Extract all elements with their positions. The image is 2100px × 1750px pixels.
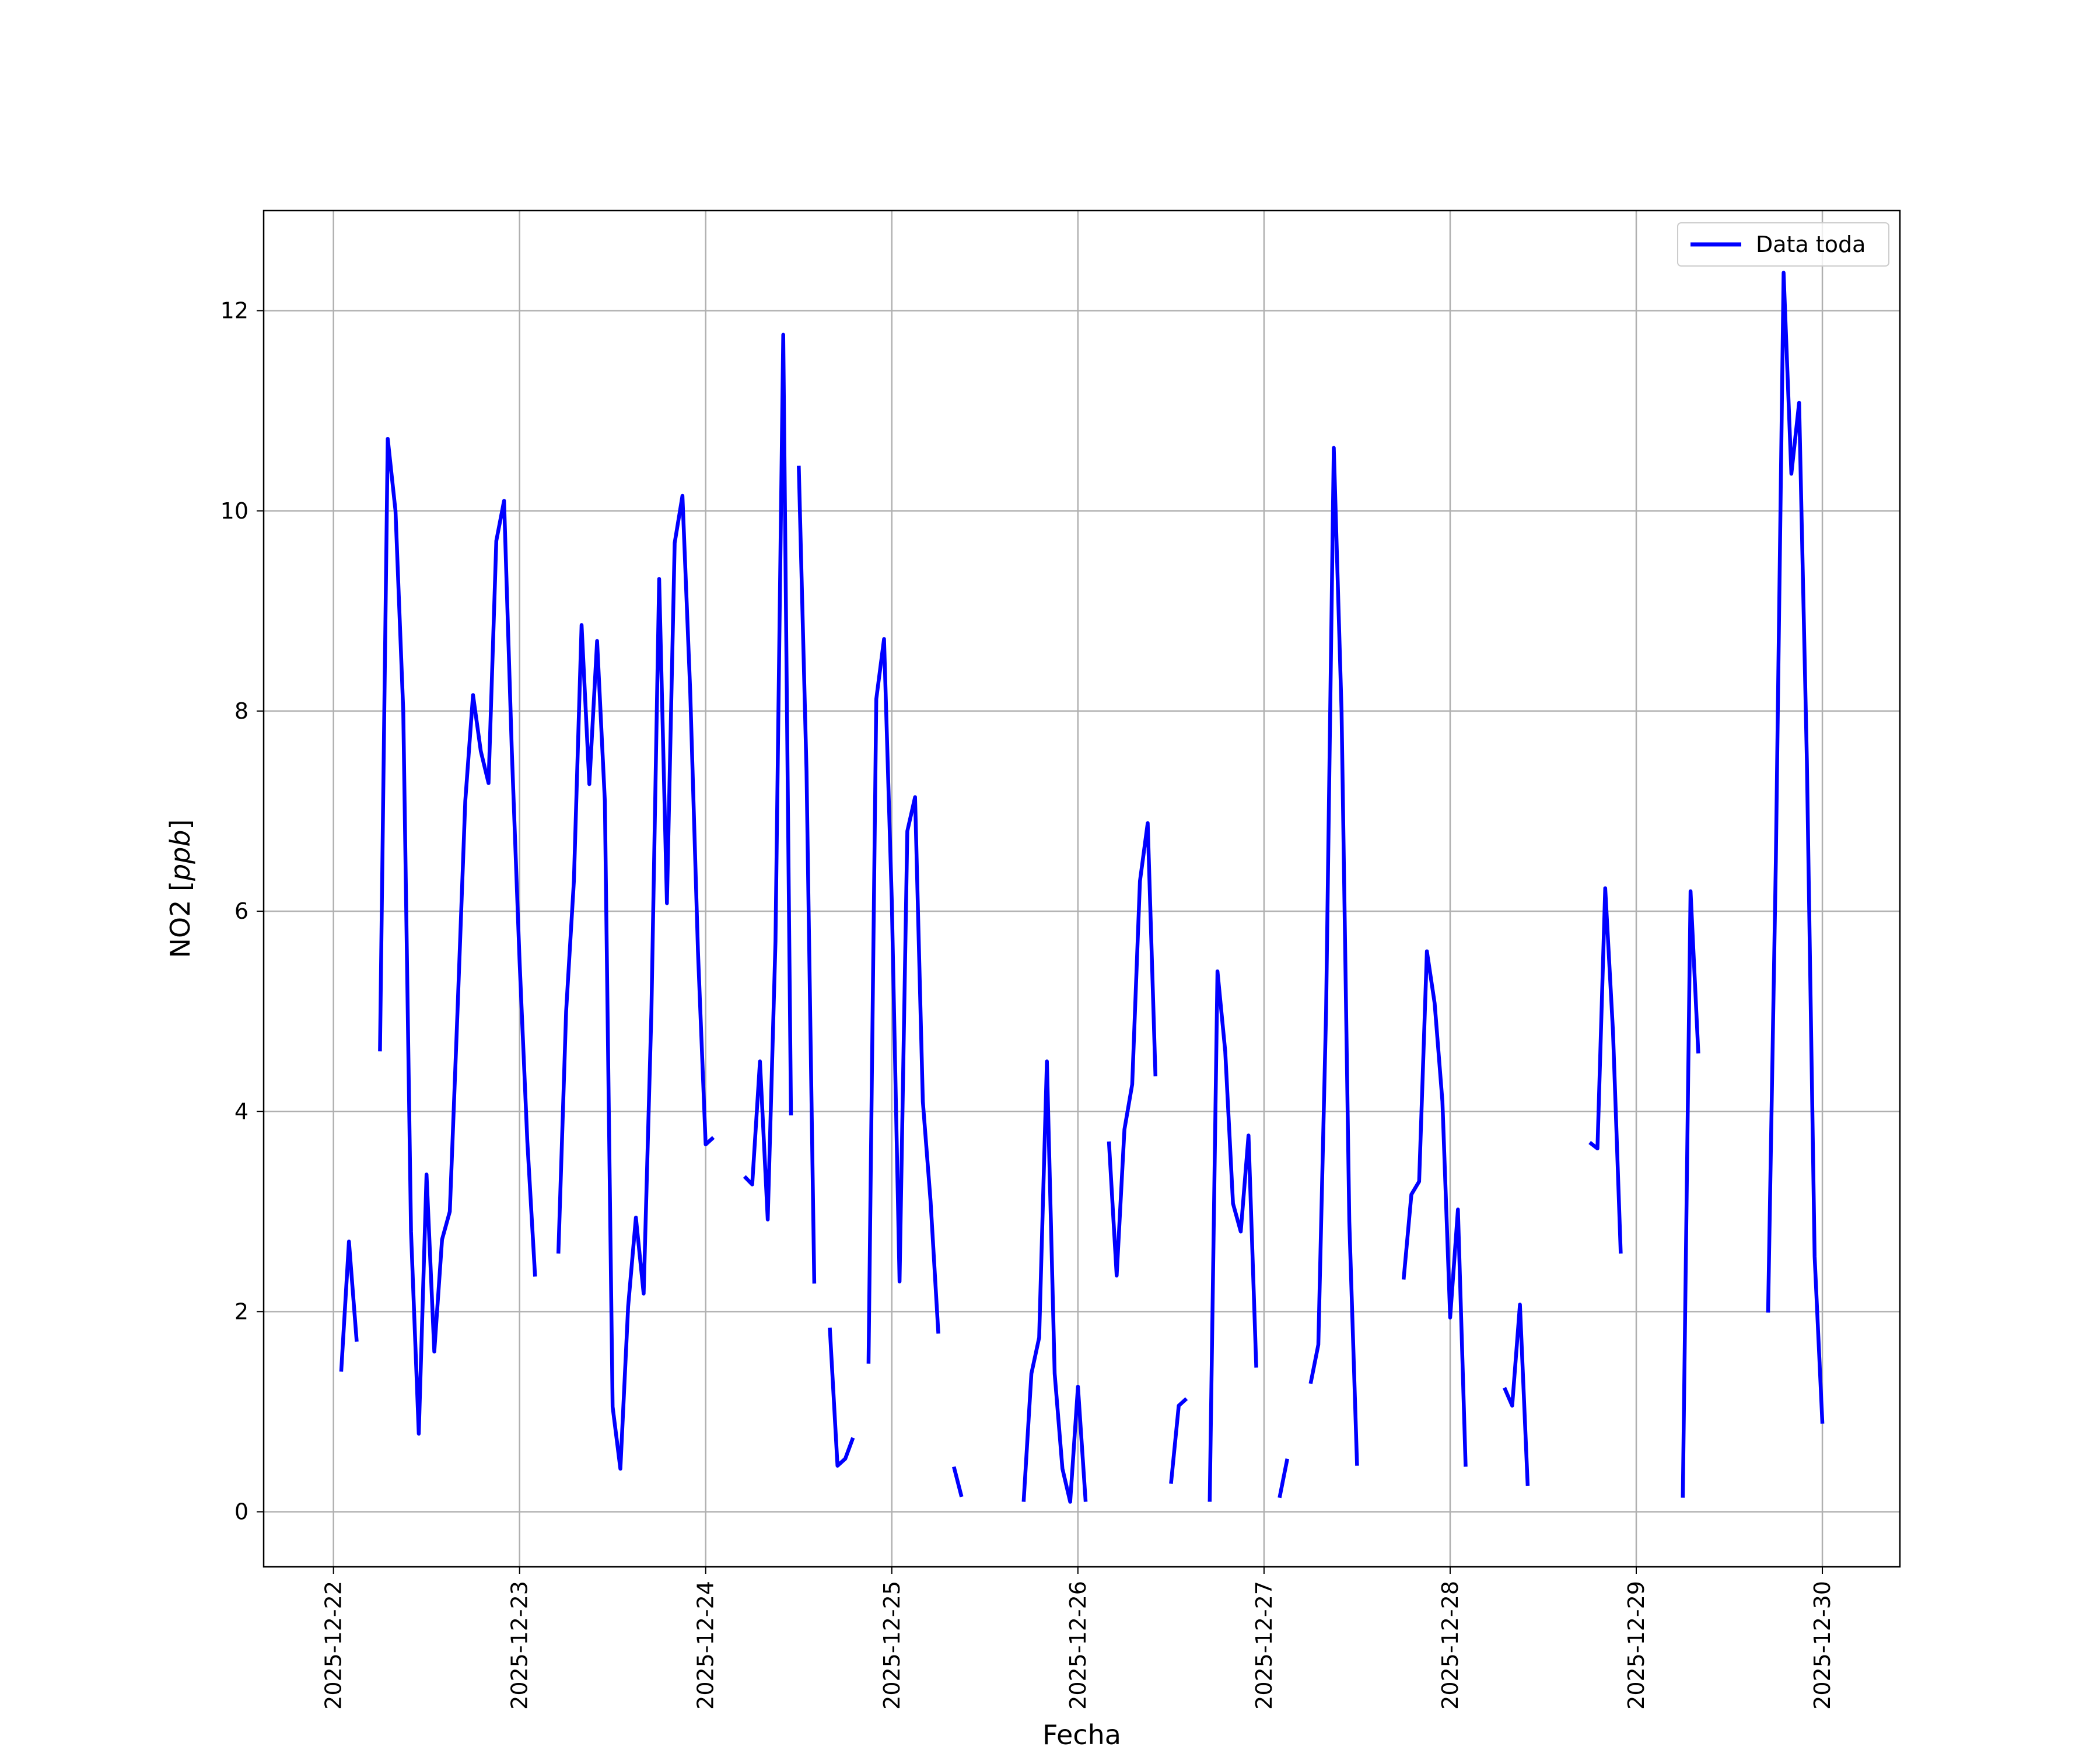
plot-frame: [262, 209, 1901, 1568]
series-line-segment: [743, 332, 793, 1222]
series-line-segment: [1208, 969, 1258, 1502]
y-tick-label: 2: [235, 1298, 249, 1324]
series-line-segment: [1681, 889, 1700, 1498]
y-axis-label-bracket-close: ]: [164, 819, 196, 830]
x-tick-label: 2025-12-28: [1437, 1581, 1463, 1710]
series-line-segment: [1107, 821, 1158, 1278]
legend-label-data-toda: Data toda: [1756, 232, 1866, 257]
y-tick-label: 6: [235, 898, 249, 924]
series-line-segment: [1021, 1059, 1088, 1504]
y-tick-label: 12: [220, 298, 249, 324]
x-tick-label: 2025-12-27: [1251, 1581, 1277, 1710]
y-axis-label: NO2 [ppb]: [164, 819, 196, 958]
series-line-segment: [1278, 1458, 1289, 1499]
x-tick-label: 2025-12-24: [693, 1581, 719, 1710]
axis-ticks: 2025-12-22 2025-12-23 2025-12-24 2025-12-25…: [220, 298, 1835, 1710]
series-line-segment: [828, 1327, 855, 1468]
y-tick-label: 10: [220, 498, 249, 524]
grid-lines: [264, 211, 1900, 1567]
x-axis-label: Fecha: [1042, 1719, 1121, 1750]
legend: Data toda: [1677, 222, 1889, 267]
series-line-segment: [1503, 1303, 1530, 1486]
series-line-segment: [339, 1240, 359, 1372]
series-line-segment: [556, 494, 715, 1471]
x-tick-label: 2025-12-22: [321, 1581, 346, 1710]
series-line-segment: [378, 436, 537, 1436]
y-tick-label: 0: [235, 1499, 249, 1525]
legend-box: [1677, 222, 1889, 267]
series-line-segment: [1766, 271, 1825, 1424]
x-tick-label: 2025-12-25: [879, 1581, 905, 1710]
x-tick-label: 2025-12-29: [1623, 1581, 1649, 1710]
y-axis-label-unit: ppb: [164, 830, 196, 881]
x-tick-label: 2025-12-23: [507, 1581, 533, 1710]
series-line-segment: [797, 466, 817, 1284]
series-line-segment: [952, 1466, 964, 1497]
y-tick-label: 8: [235, 698, 249, 724]
series-line-segment: [866, 637, 940, 1364]
series-line-segment: [1308, 446, 1359, 1466]
y-axis-label-main: NO2: [164, 891, 196, 958]
x-tick-label: 2025-12-30: [1810, 1581, 1835, 1710]
series-line-segment: [1401, 949, 1468, 1467]
x-tick-label: 2025-12-26: [1065, 1581, 1091, 1710]
series-line-segment: [1169, 1397, 1188, 1484]
series-line-segment: [1588, 886, 1623, 1254]
y-axis-label-bracket-open: [: [164, 881, 196, 891]
y-tick-label: 4: [235, 1098, 249, 1124]
series-data-toda: [339, 271, 1825, 1504]
